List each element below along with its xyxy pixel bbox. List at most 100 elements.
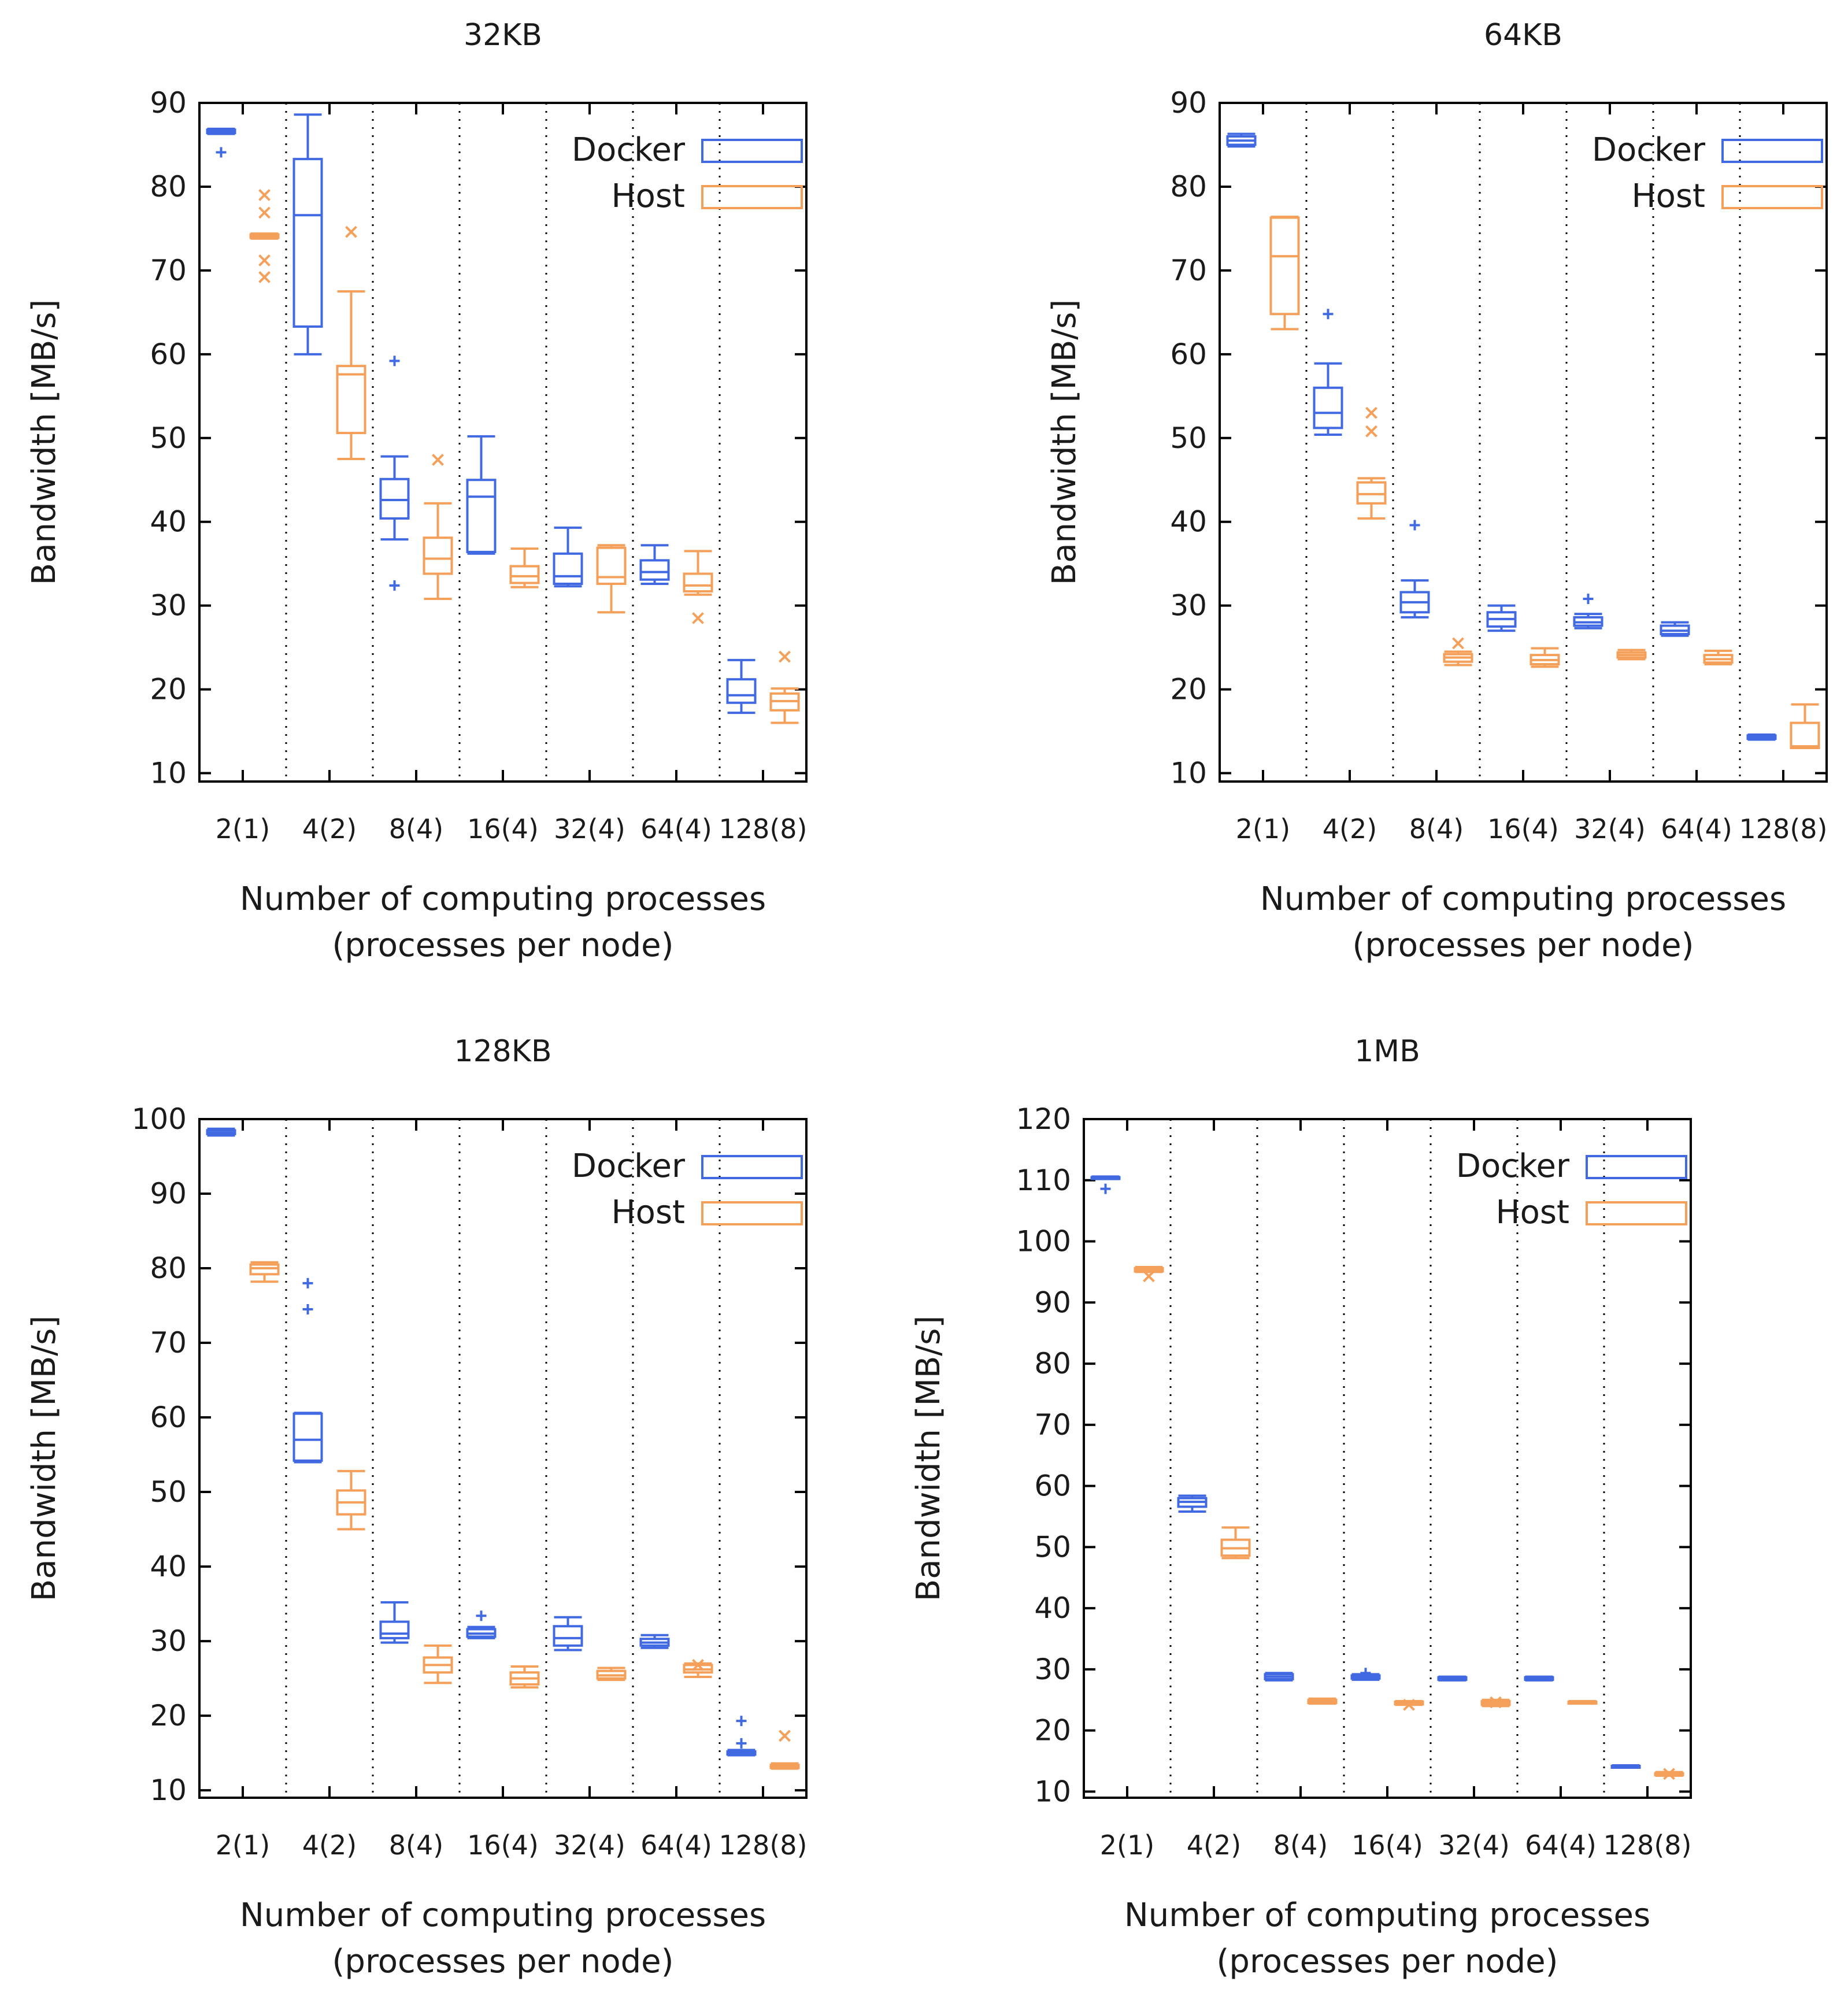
box-iqr: [1269, 216, 1300, 316]
host-box: [423, 454, 453, 601]
y-axis-label: Bandwidth [MB/s]: [1046, 299, 1083, 585]
docker-box: [466, 435, 497, 555]
box-iqr: [553, 552, 583, 585]
docker-box: [466, 1610, 497, 1639]
docker-box: [1090, 1175, 1121, 1194]
outlier-cross: [1365, 406, 1377, 419]
legend-swatch-docker: [1721, 139, 1823, 163]
docker-box: [726, 658, 757, 714]
host-box: [1307, 1697, 1338, 1705]
box-iqr: [379, 477, 410, 520]
docker-box: [1264, 1672, 1294, 1682]
outlier-plus: [736, 1716, 747, 1727]
legend-label-docker: Docker: [572, 1147, 686, 1185]
legend-swatch-host: [1721, 185, 1823, 209]
host-box: [1443, 637, 1473, 666]
docker-box: [1486, 604, 1517, 632]
y-tick-label: 20: [1170, 673, 1207, 706]
chart-title: 128KB: [454, 1034, 551, 1069]
host-box: [1616, 649, 1647, 661]
outlier-plus: [1583, 594, 1594, 605]
host-box: [769, 650, 800, 724]
outlier-cross: [258, 189, 271, 201]
y-tick-label: 10: [1034, 1775, 1071, 1808]
host-box: [336, 1469, 366, 1531]
outlier-plus: [476, 1610, 487, 1621]
plot-frame: [198, 102, 808, 783]
y-tick-label: 10: [150, 757, 187, 790]
legend-swatch-host: [701, 185, 803, 209]
docker-box: [1610, 1764, 1641, 1769]
y-tick-label: 10: [150, 1773, 187, 1807]
y-tick-label: 90: [150, 86, 187, 120]
y-tick-label: 100: [132, 1102, 187, 1136]
x-tick-label: 16(4): [467, 1830, 539, 1861]
y-tick-label: 50: [150, 1475, 187, 1509]
chart-title: 64KB: [1484, 18, 1562, 53]
host-box: [249, 1261, 280, 1283]
x-tick-label: 128(8): [719, 813, 808, 845]
x-tick-label: 64(4): [640, 813, 712, 845]
docker-box: [1350, 1668, 1381, 1681]
chart-title: 1MB: [1354, 1034, 1420, 1069]
x-axis-label-sub: (processes per node): [332, 1943, 674, 1980]
y-axis-label: Bandwidth [MB/s]: [910, 1316, 947, 1601]
legend-label-host: Host: [1495, 1194, 1569, 1231]
y-tick-label: 60: [1170, 338, 1207, 371]
y-tick-label: 30: [150, 1624, 187, 1658]
x-tick-label: 128(8): [719, 1830, 808, 1861]
y-tick-label: 30: [150, 589, 187, 623]
x-tick-label: 32(4): [1574, 813, 1646, 845]
x-tick-label: 2(1): [216, 813, 270, 845]
host-box: [769, 1730, 800, 1770]
y-tick-label: 50: [1034, 1530, 1071, 1564]
outlier-plus: [1409, 520, 1420, 531]
y-tick-label: 80: [150, 170, 187, 203]
host-box: [683, 1658, 713, 1679]
outlier-plus: [302, 1303, 313, 1314]
host-box: [249, 189, 280, 283]
box-iqr: [639, 559, 670, 581]
chart-panel-3: 1MB 10 20 30 40 50 60 70 80 90 100 110 120 2(1) 4(2) 8(…: [910, 1034, 1692, 1980]
outlier-cross: [345, 225, 357, 238]
x-axis-label-sub: (processes per node): [1353, 927, 1694, 964]
x-tick-label: 4(2): [1187, 1830, 1241, 1861]
box-iqr: [1356, 481, 1387, 505]
docker-box: [553, 526, 583, 588]
docker-box: [553, 1616, 583, 1651]
outlier-plus: [1100, 1183, 1111, 1194]
outlier-plus: [389, 580, 400, 591]
box-iqr: [466, 479, 497, 553]
host-box: [509, 1665, 540, 1689]
y-tick-label: 90: [150, 1177, 187, 1210]
host-box: [1790, 703, 1820, 750]
x-tick-label: 128(8): [1739, 813, 1828, 845]
x-tick-label: 128(8): [1603, 1830, 1692, 1861]
host-box: [1356, 406, 1387, 520]
docker-box: [379, 355, 410, 591]
box-iqr: [379, 1620, 410, 1639]
outlier-cross: [258, 271, 271, 283]
host-box: [1269, 216, 1300, 331]
y-tick-label: 70: [1170, 254, 1207, 287]
outlier-cross: [258, 206, 271, 219]
x-tick-label: 32(4): [554, 1830, 625, 1861]
outlier-cross: [1663, 1768, 1675, 1780]
y-tick-label: 20: [1034, 1714, 1071, 1747]
box-iqr: [292, 1412, 323, 1462]
docker-box: [639, 544, 670, 585]
outlier-plus: [1360, 1668, 1371, 1679]
host-box: [596, 544, 627, 614]
x-axis-label: Number of computing processes: [1124, 1897, 1650, 1934]
y-tick-label: 80: [1034, 1347, 1071, 1380]
legend-label-host: Host: [1631, 177, 1705, 215]
y-axis-label: Bandwidth [MB/s]: [25, 299, 63, 585]
x-tick-label: 8(4): [1409, 813, 1464, 845]
x-tick-label: 8(4): [1273, 1830, 1328, 1861]
y-tick-label: 30: [1170, 589, 1207, 623]
outlier-plus: [216, 147, 227, 158]
x-tick-label: 4(2): [302, 1830, 357, 1861]
y-tick-label: 100: [1016, 1225, 1071, 1258]
y-tick-label: 20: [150, 1699, 187, 1732]
box-iqr: [683, 572, 713, 592]
